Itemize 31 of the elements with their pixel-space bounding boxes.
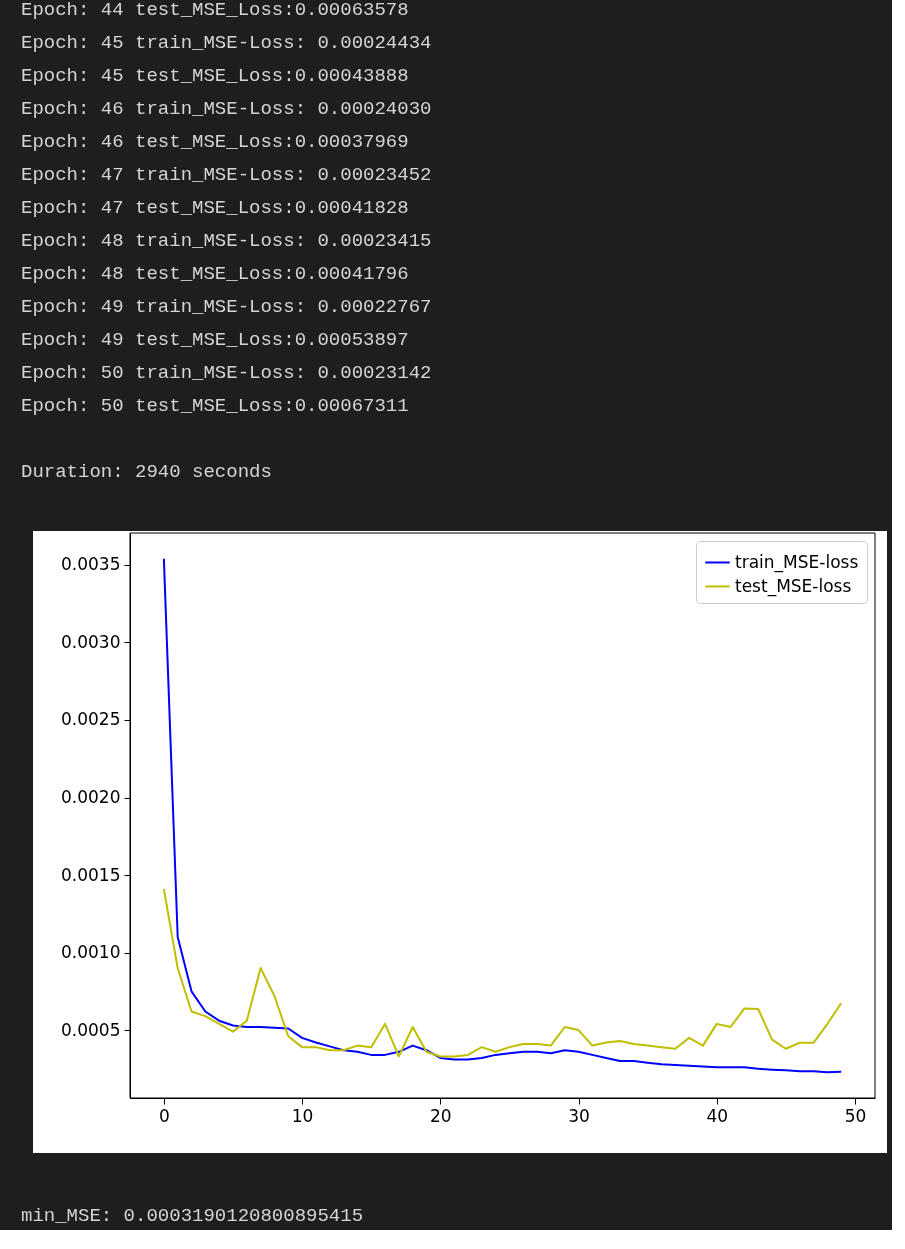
text: Epoch: 46 train_MSE-Loss: 0.00024030 <box>21 98 432 120</box>
line-series <box>162 887 843 1058</box>
text: Epoch: 50 train_MSE-Loss: 0.00023142 <box>21 362 432 384</box>
y-tick-label: 0.0010 <box>61 942 121 963</box>
y-tick-label: 0.0015 <box>61 864 121 885</box>
legend-label: train_MSE-loss <box>735 551 859 573</box>
legend-label: test_MSE-loss <box>735 575 852 597</box>
text: min_MSE: 0.0003190120800895415 <box>21 1205 364 1227</box>
text: Duration: 2940 seconds <box>21 461 272 483</box>
y-tick-label: 0.0025 <box>61 709 121 730</box>
text: Epoch: 44 test_MSE_Loss:0.00063578 <box>21 0 409 21</box>
text: Epoch: 48 train_MSE-Loss: 0.00023415 <box>21 230 432 252</box>
text: Epoch: 48 test_MSE_Loss:0.00041796 <box>21 263 409 285</box>
x-tick-label: 20 <box>429 1105 452 1126</box>
text: Epoch: 46 test_MSE_Loss:0.00037969 <box>21 131 409 153</box>
text: Epoch: 45 train_MSE-Loss: 0.00024434 <box>21 32 432 54</box>
y-tick-label: 0.0005 <box>61 1019 121 1040</box>
text: Epoch: 47 train_MSE-Loss: 0.00023452 <box>21 164 432 186</box>
text: Epoch: 49 train_MSE-Loss: 0.00022767 <box>21 296 432 318</box>
text: Epoch: 47 test_MSE_Loss:0.00041828 <box>21 197 409 219</box>
y-tick-label: 0.0020 <box>61 787 121 808</box>
x-tick-label: 50 <box>844 1105 867 1126</box>
text: Epoch: 45 test_MSE_Loss:0.00043888 <box>21 65 409 87</box>
text: Epoch: 49 test_MSE_Loss:0.00053897 <box>21 329 409 351</box>
y-tick-label: 0.0030 <box>61 631 121 652</box>
x-tick-label: 30 <box>568 1105 590 1126</box>
y-tick-label: 0.0035 <box>61 554 121 575</box>
x-tick-label: 0 <box>158 1105 170 1126</box>
x-tick-label: 40 <box>706 1105 729 1126</box>
x-tick-label: 10 <box>291 1105 314 1126</box>
text: Epoch: 50 test_MSE_Loss:0.00067311 <box>21 395 409 417</box>
